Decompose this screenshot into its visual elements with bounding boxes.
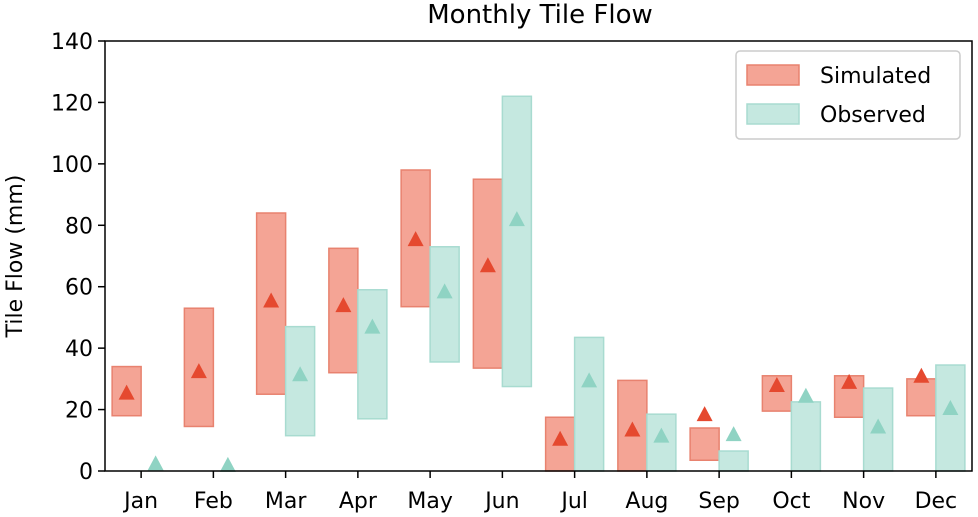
x-tick-label-may: May (407, 489, 452, 514)
simulated-marker-aug (624, 421, 641, 437)
simulated-marker-dec (913, 367, 930, 383)
observed-range-bar-jun (501, 95, 533, 388)
y-tick-label-140: 140 (51, 30, 93, 55)
y-axis-label: Tile Flow (mm) (3, 175, 28, 339)
x-tick-label-feb: Feb (194, 489, 233, 514)
x-tick-label-apr: Apr (339, 489, 378, 514)
observed-marker-may (436, 283, 453, 299)
plot-area (111, 95, 966, 472)
simulated-range-bar-sep (689, 427, 720, 461)
simulated-marker-jan (118, 384, 135, 400)
observed-marker-aug (653, 427, 670, 443)
observed-marker-apr (364, 318, 381, 334)
axes: 0 20 40 60 80 100 120 140 Jan Feb Mar Apr May Jun Jul A… (51, 30, 973, 514)
observed-marker-jan (147, 455, 164, 471)
simulated-range-bar-jun (472, 178, 504, 369)
x-tick-label-jan: Jan (122, 489, 158, 514)
y-tick-label-0: 0 (79, 460, 93, 485)
y-tick-label-60: 60 (65, 276, 93, 301)
chart-title: Monthly Tile Flow (427, 0, 653, 30)
simulated-marker-feb (190, 363, 207, 379)
x-tick-label-jul: Jul (559, 489, 588, 514)
observed-range-bar-sep (718, 450, 749, 472)
simulated-marker-sep (696, 406, 713, 422)
legend-swatch-observed (746, 103, 800, 125)
legend-swatch-simulated (746, 64, 800, 86)
y-tick-label-20: 20 (65, 399, 93, 424)
simulated-range-bar-dec (906, 378, 937, 417)
plot-frame (104, 40, 973, 472)
x-tick-label-sep: Sep (698, 489, 739, 514)
simulated-marker-oct (768, 377, 785, 392)
legend: Simulated Observed (735, 50, 961, 140)
observed-marker-oct (797, 387, 814, 403)
observed-marker-feb (219, 456, 236, 472)
observed-marker-nov (870, 418, 887, 434)
simulated-marker-mar (263, 292, 280, 308)
simulated-range-bar-jan (111, 365, 142, 417)
x-tick-label-mar: Mar (265, 489, 307, 514)
simulated-marker-apr (335, 297, 352, 313)
observed-marker-jul (581, 372, 598, 388)
observed-marker-mar (292, 366, 309, 382)
observed-range-bar-apr (357, 289, 388, 420)
simulated-marker-jul (552, 430, 569, 446)
y-tick-label-80: 80 (65, 214, 93, 239)
simulated-marker-nov (841, 373, 858, 389)
x-tick-label-dec: Dec (915, 489, 958, 514)
simulated-marker-may (407, 231, 424, 247)
x-tick-label-oct: Oct (772, 489, 810, 514)
observed-range-bar-dec (935, 364, 966, 472)
x-tick-label-jun: Jun (483, 489, 519, 514)
observed-marker-sep (725, 426, 742, 442)
x-tick-label-aug: Aug (625, 489, 668, 514)
observed-marker-dec (942, 400, 959, 416)
legend-label-observed: Observed (820, 103, 926, 128)
observed-range-bar-oct (790, 401, 822, 472)
y-tick-label-100: 100 (51, 153, 93, 178)
observed-range-bar-may (429, 246, 460, 363)
y-tick-label-40: 40 (65, 337, 93, 362)
observed-marker-jun (508, 211, 525, 227)
x-tick-label-nov: Nov (842, 489, 885, 514)
legend-label-simulated: Simulated (820, 64, 931, 89)
simulated-marker-jun (479, 257, 496, 273)
y-tick-label-120: 120 (51, 91, 93, 116)
observed-range-bar-jul (573, 336, 605, 472)
